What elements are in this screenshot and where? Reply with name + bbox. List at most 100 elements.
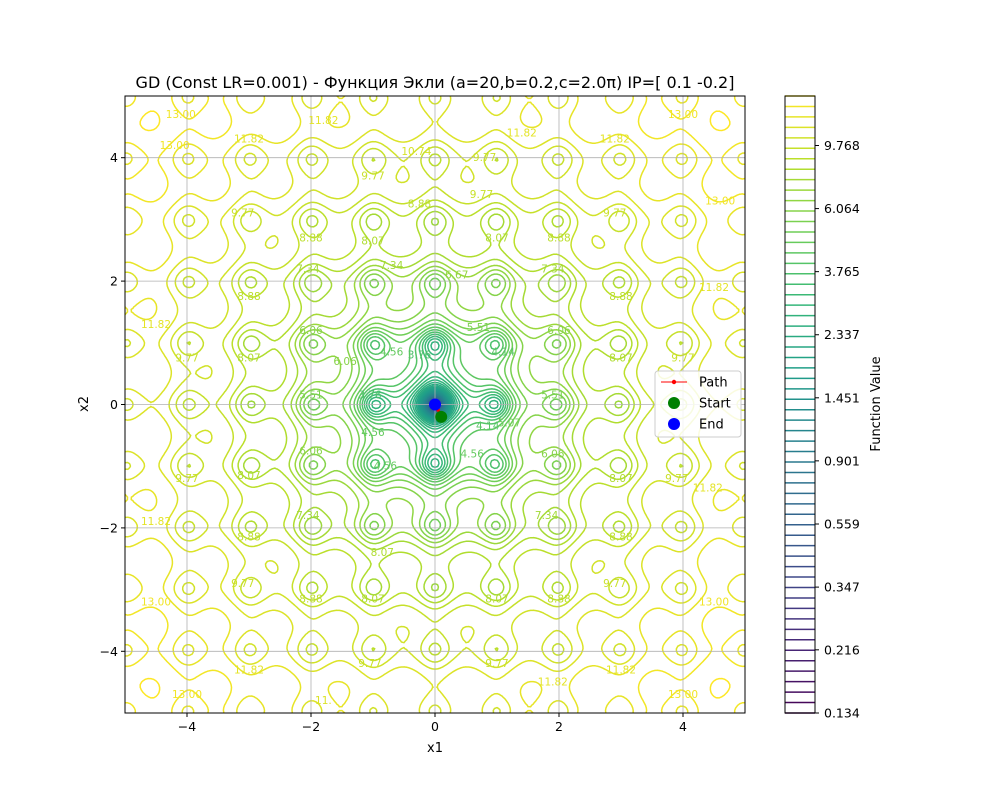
contour-label: 8.07 bbox=[237, 353, 260, 365]
contour-label: 8.88 bbox=[237, 532, 260, 544]
contour-level-54 bbox=[175, 146, 695, 663]
y-axis-label: x2 bbox=[77, 396, 92, 412]
contour-label: 11. bbox=[315, 695, 332, 707]
contour-label: 4.14 bbox=[476, 421, 500, 433]
contour-label: 11.82 bbox=[141, 516, 171, 528]
y-axis-ticks: −4 −2 0 2 4 bbox=[100, 150, 125, 659]
colorbar-tick-label: 0.134 bbox=[824, 706, 860, 721]
contour-label: 7.34 bbox=[380, 260, 404, 272]
contour-label: 8.07 bbox=[371, 547, 394, 559]
contour-label: 13.00 bbox=[160, 140, 190, 152]
chart-title: GD (Const LR=0.001) - Функция Экли (a=20… bbox=[136, 73, 735, 92]
contour-label: 8.88 bbox=[299, 593, 322, 605]
legend-path-marker bbox=[671, 379, 677, 385]
contour-label: 8.07 bbox=[485, 593, 508, 605]
contour-label: 8.88 bbox=[609, 291, 632, 303]
contour-label: 5.07 bbox=[498, 418, 521, 430]
colorbar-frame bbox=[784, 95, 816, 714]
contour-label: 7.34 bbox=[296, 510, 320, 522]
contour-level-38 bbox=[371, 340, 499, 469]
x-tick-label: −4 bbox=[178, 719, 196, 734]
contour-level-51 bbox=[240, 210, 630, 599]
contour-label: 8.88 bbox=[547, 232, 570, 244]
legend-start-marker bbox=[668, 397, 680, 409]
contour-label: 8.07 bbox=[609, 473, 632, 485]
contour-level-37 bbox=[412, 381, 458, 428]
contour-label: 8.88 bbox=[237, 291, 260, 303]
x-tick-label: 4 bbox=[679, 719, 687, 734]
contour-label: 8.88 bbox=[299, 232, 322, 244]
contour-label: 8.07 bbox=[237, 470, 260, 482]
contour-level-58 bbox=[125, 96, 745, 713]
optimization-path bbox=[429, 398, 448, 423]
contour-label: 8.88 bbox=[408, 198, 431, 210]
contour-label: 11.82 bbox=[538, 677, 568, 689]
contour-label: 9.77 bbox=[361, 171, 384, 183]
colorbar-tick-label: 6.064 bbox=[824, 201, 860, 216]
contour-label: 9.77 bbox=[665, 473, 688, 485]
colorbar: 9.768 6.064 3.765 2.337 1.451 0.901 0.559 0.347… bbox=[784, 95, 884, 721]
colorbar-tick-label: 9.768 bbox=[824, 138, 860, 153]
contour-level-53 bbox=[182, 153, 688, 656]
colorbar-tick-label: 0.347 bbox=[824, 580, 860, 595]
legend: Path Start End bbox=[654, 370, 742, 438]
contour-level-46 bbox=[307, 277, 563, 532]
contour-label: 11.82 bbox=[141, 319, 171, 331]
legend-path-label: Path bbox=[699, 376, 728, 391]
plot-area: 13.00 13.00 11.82 11.82 10.74 9.77 11.82 11.82 1… bbox=[124, 95, 746, 714]
x-tick-label: 2 bbox=[555, 719, 563, 734]
contour-label: 13.00 bbox=[705, 195, 735, 207]
colorbar-level-lines bbox=[785, 95, 815, 714]
contour-label: 11.82 bbox=[699, 282, 729, 294]
contour-level-52 bbox=[235, 205, 635, 604]
x-axis-label: x1 bbox=[427, 741, 443, 756]
contour-label: 4.56 bbox=[374, 461, 398, 473]
contour-label: 9.77 bbox=[485, 658, 508, 670]
contour-level-49 bbox=[295, 265, 575, 544]
contour-label: 5.51 bbox=[467, 322, 490, 334]
contour-label: 11.82 bbox=[606, 664, 636, 676]
contour-level-36 bbox=[414, 383, 456, 426]
y-tick-label: 4 bbox=[110, 150, 118, 165]
contour-label: 4.56 bbox=[380, 347, 404, 359]
contour-label: 9.77 bbox=[175, 473, 198, 485]
start-marker bbox=[435, 410, 448, 423]
contour-label: 13.00 bbox=[172, 689, 202, 701]
contour-label: 11.82 bbox=[507, 128, 537, 140]
y-tick-label: 2 bbox=[110, 274, 118, 289]
legend-end-label: End bbox=[699, 418, 724, 433]
legend-start-label: Start bbox=[699, 397, 731, 412]
contour-lines bbox=[125, 96, 745, 713]
contour-label: 11.82 bbox=[693, 482, 723, 494]
contour-label: 6.06 bbox=[541, 448, 565, 460]
colorbar-background bbox=[785, 96, 815, 713]
contour-label: 9.77 bbox=[671, 353, 694, 365]
contour-label: 6.67 bbox=[445, 269, 468, 281]
colorbar-tick-label: 0.559 bbox=[824, 517, 860, 532]
y-tick-label: −4 bbox=[100, 644, 118, 659]
end-marker bbox=[429, 398, 441, 411]
contour-label: 4.56 bbox=[361, 427, 385, 439]
colorbar-ticks: 9.768 6.064 3.765 2.337 1.451 0.901 0.559 0.347… bbox=[815, 138, 860, 721]
contour-label: 6.06 bbox=[299, 445, 323, 457]
contour-label: 9.77 bbox=[470, 189, 493, 201]
contour-label: 4.14 bbox=[492, 347, 516, 359]
contour-label: 9.77 bbox=[603, 578, 626, 590]
contour-label: 6.06 bbox=[547, 325, 571, 337]
contour-level-56 bbox=[125, 96, 745, 713]
x-axis-ticks: −4 −2 0 2 4 bbox=[178, 713, 687, 734]
contour-label: 6.06 bbox=[333, 356, 357, 368]
x-tick-label: −2 bbox=[302, 719, 320, 734]
contour-level-33 bbox=[418, 387, 452, 422]
contour-level-43 bbox=[359, 328, 511, 481]
y-tick-label: −2 bbox=[100, 520, 118, 535]
contour-label: 8.88 bbox=[609, 532, 632, 544]
contour-label: 6.06 bbox=[299, 325, 323, 337]
contour-level-50 bbox=[247, 217, 623, 592]
contour-label: 8.07 bbox=[485, 232, 508, 244]
contour-label: 4.56 bbox=[461, 448, 485, 460]
contour-label: 7.34 bbox=[535, 510, 559, 522]
contour-label: 9.77 bbox=[175, 353, 198, 365]
y-tick-label: 0 bbox=[110, 397, 118, 412]
